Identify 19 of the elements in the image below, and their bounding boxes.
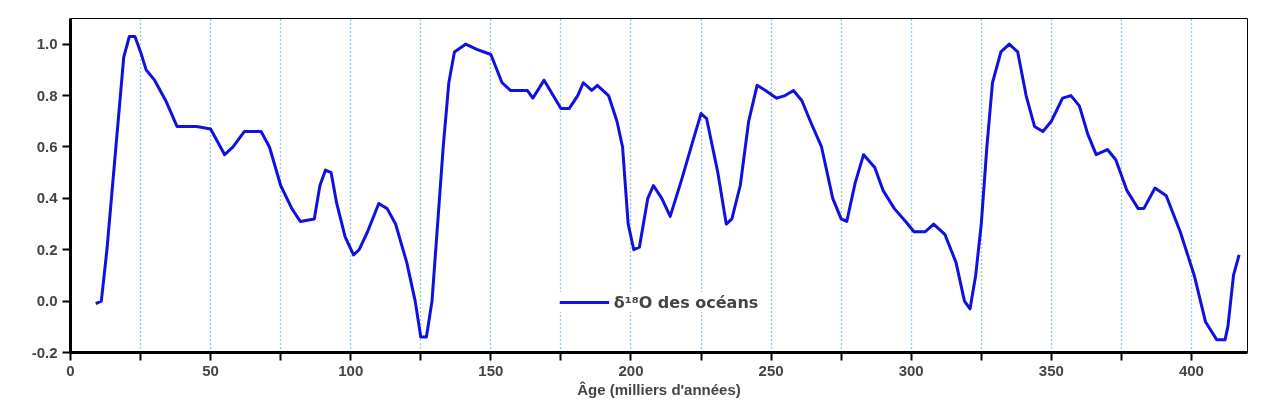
y-tick-label: 0.4 xyxy=(36,189,59,207)
y-tick-label: 0.0 xyxy=(36,292,58,310)
x-axis-title: Âge (milliers d'années) xyxy=(577,380,741,398)
y-tick-label: 0.8 xyxy=(36,86,58,104)
x-tick-label: 350 xyxy=(1038,361,1064,379)
y-tick-label: -0.2 xyxy=(31,343,58,361)
x-tick-label: 100 xyxy=(338,361,364,379)
x-tick-label: 200 xyxy=(618,361,644,379)
line-series xyxy=(94,34,1241,342)
y-tick-label: 0.2 xyxy=(36,240,58,258)
x-tick-label: 50 xyxy=(202,361,219,379)
x-tick-label: 300 xyxy=(898,361,924,379)
y-tick-label: 0.6 xyxy=(36,137,58,155)
x-tick-label: 0 xyxy=(66,361,75,379)
x-tick-label: 150 xyxy=(478,361,504,379)
x-tick-label: 400 xyxy=(1178,361,1204,379)
x-tick-label: 250 xyxy=(758,361,784,379)
legend-label: δ¹⁸O des océans xyxy=(613,292,759,312)
y-tick-label: 1.0 xyxy=(36,35,58,53)
